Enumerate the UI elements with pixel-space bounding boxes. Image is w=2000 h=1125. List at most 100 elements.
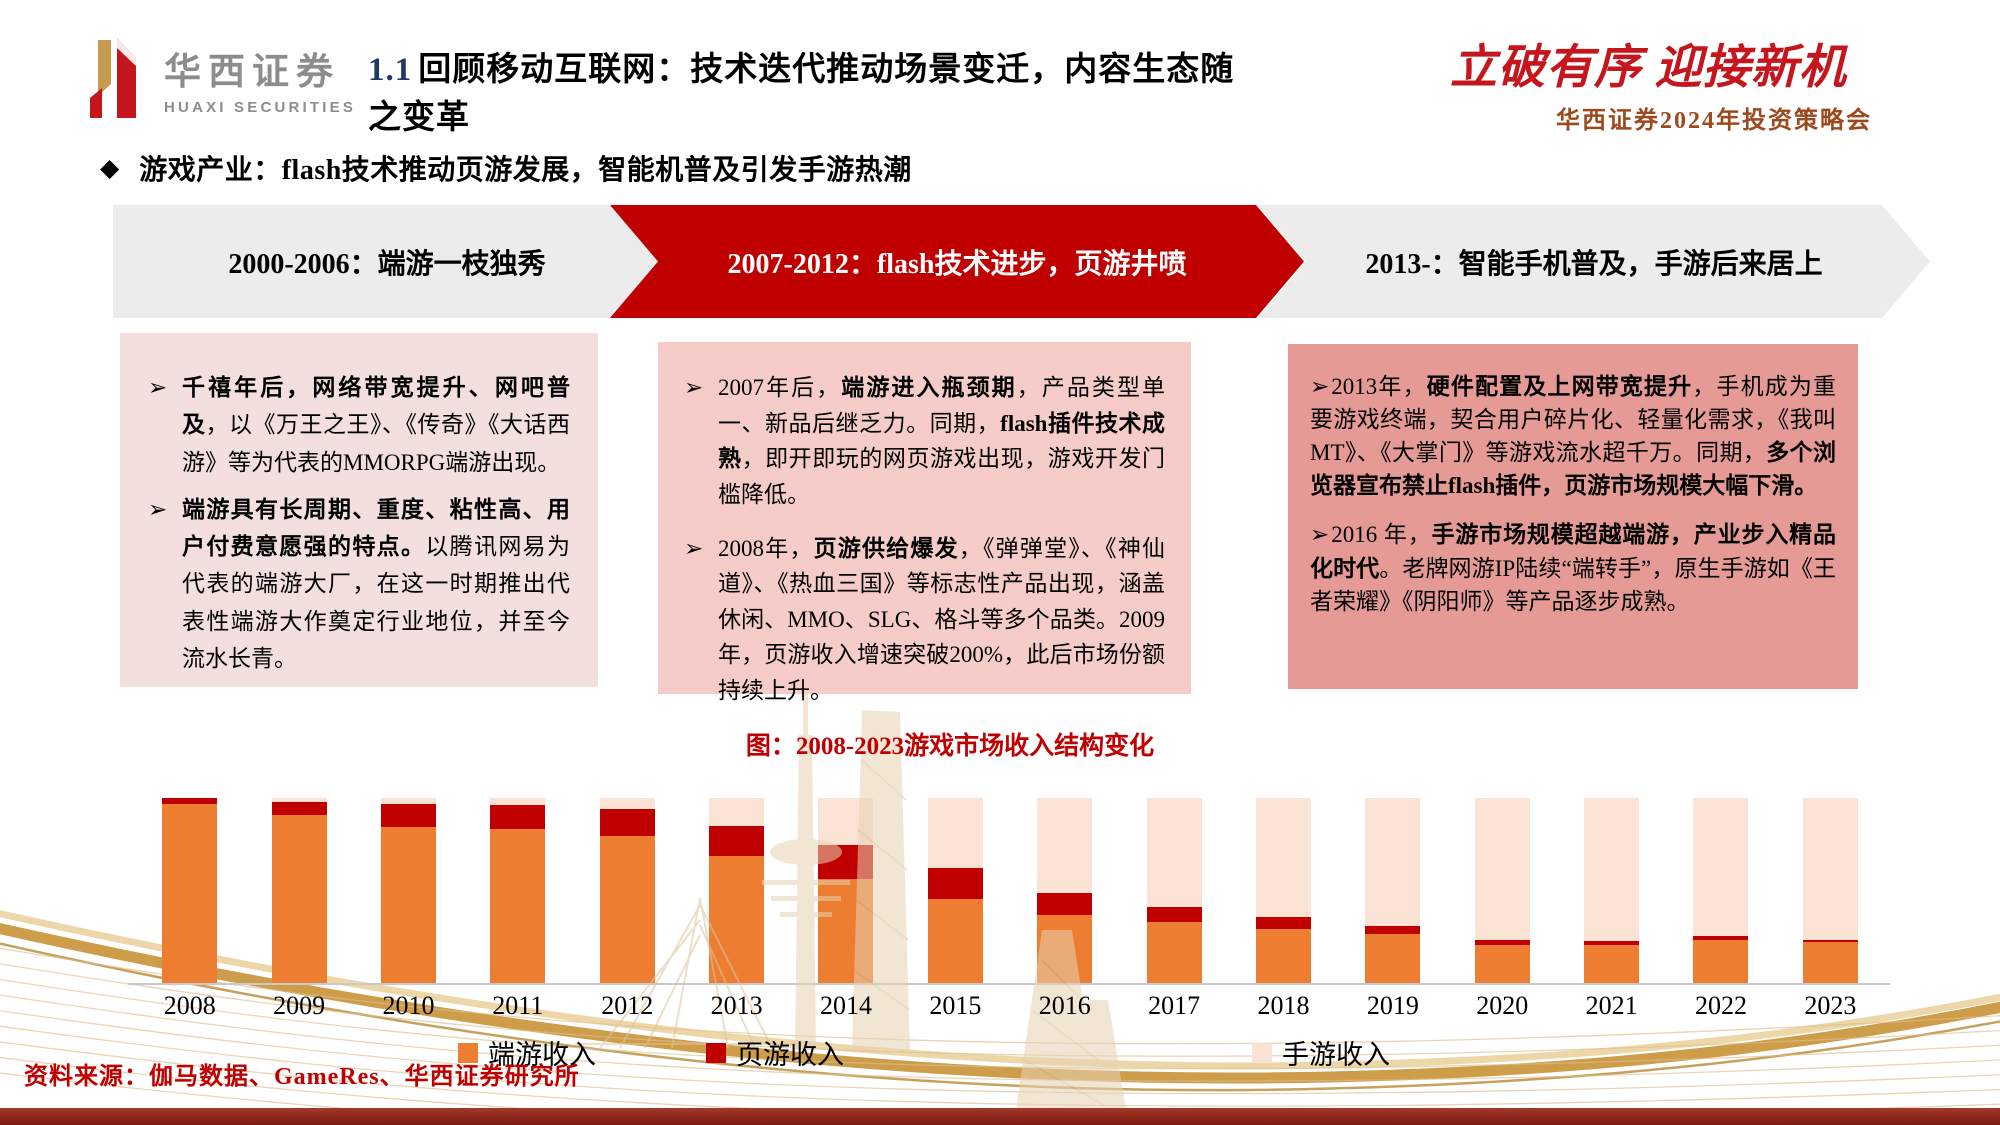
legend-swatch [1252, 1042, 1272, 1063]
bar-segment-client-games [1037, 915, 1093, 983]
era-box-2000-2006: ➢ 千禧年后，网络带宽提升、网吧普及，以《万王之王》、《传奇》《大话西游》等为代表… [120, 333, 598, 687]
x-axis-label: 2012 [601, 991, 654, 1020]
bar-slot [1776, 798, 1885, 983]
logo-name-en: HUAXI SECURITIES [164, 98, 357, 116]
legend-item: 手游收入 [1252, 1033, 1390, 1072]
legend-item: 页游收入 [706, 1033, 844, 1072]
conference-name: 华西证券2024年投资策略会 [1556, 108, 1872, 134]
bar-segment-mobile-games [818, 798, 874, 846]
page-title: 1.1 回顾移动互联网：技术迭代推动场景变迁，内容生态随之变革 [368, 42, 1268, 138]
box-paragraph: ➢2013年，硬件配置及上网带宽提升，手机成为重要游戏终端，契合用户碎片化、轻量… [1310, 374, 1837, 499]
x-axis-label: 2017 [1148, 991, 1201, 1020]
era-box-2013: ➢2013年，硬件配置及上网带宽提升，手机成为重要游戏终端，契合用户碎片化、轻量… [1288, 344, 1858, 689]
bar-slot [1338, 798, 1447, 983]
stacked-bar-2016 [1037, 798, 1093, 983]
stacked-bar-2019 [1365, 798, 1421, 983]
bar-slot [1229, 798, 1338, 983]
x-axis-label: 2014 [819, 991, 872, 1020]
page-title-text: 回顾移动互联网：技术迭代推动场景变迁，内容生态随之变革 [368, 52, 1235, 136]
logo-name-cn: 华西证券 [164, 50, 340, 92]
bar-segment-client-games [490, 828, 546, 983]
bar-slot [1557, 798, 1666, 983]
section-bullet: ◆ 游戏产业：flash技术推动页游发展，智能机普及引发手游热潮 [100, 148, 912, 188]
box-paragraph: ➢ 千禧年后，网络带宽提升、网吧普及，以《万王之王》、《传奇》《大话西游》等为代表… [148, 369, 570, 481]
bar-slot [901, 798, 1010, 983]
bar-segment-mobile-games [380, 798, 436, 804]
huaxi-logo: 华西证券 HUAXI SECURITIES [84, 36, 356, 120]
x-axis-label: 2022 [1694, 991, 1747, 1020]
arrow-bullet-icon: ➢ [148, 496, 168, 522]
bar-segment-client-games [1255, 929, 1311, 983]
bar-segment-mobile-games [1584, 798, 1640, 942]
bar-group [135, 798, 1885, 983]
stacked-bar-2017 [1146, 798, 1202, 983]
stacked-bar-2008 [162, 798, 218, 983]
bar-segment-mobile-games [1693, 798, 1749, 936]
conference-slogan: 立破有序 迎接新机 [1450, 42, 1847, 94]
bar-segment-client-games [709, 856, 765, 983]
bar-segment-web-games [1037, 893, 1093, 916]
x-axis-labels: 2008 2009 2010 2011 2012 2013 2014 2015 2016 2017… [135, 991, 1885, 1021]
stacked-bar-2009 [271, 798, 327, 983]
legend-swatch [706, 1042, 726, 1063]
bar-slot [1010, 798, 1119, 983]
bar-segment-client-games [271, 814, 327, 983]
x-axis-label: 2008 [163, 991, 216, 1020]
bar-segment-web-games [162, 798, 218, 805]
timeline-arrow-label: 2000-2006：端游一枝独秀 [228, 248, 546, 280]
box-paragraph: ➢ 2008年，页游供给爆发，《弹弹堂》、《神仙道》、《热血三国》等标志性产品出现… [684, 531, 1165, 709]
x-axis-label: 2011 [492, 991, 544, 1020]
timeline-arrow-2000-2006: 2000-2006：端游一枝独秀 [113, 205, 691, 318]
bar-segment-mobile-games [271, 798, 327, 802]
x-axis-label: 2013 [710, 991, 763, 1020]
legend-label: 页游收入 [736, 1040, 844, 1070]
x-axis-label: 2023 [1804, 991, 1857, 1020]
bar-segment-mobile-games [1802, 798, 1858, 940]
stacked-bar-2012 [599, 798, 655, 983]
stacked-bar-2010 [380, 798, 436, 983]
era-box-2007-2012: ➢ 2007年后，端游进入瓶颈期，产品类型单一、新品后继乏力。同期，flash插件… [658, 342, 1191, 703]
arrow-bullet-icon: ➢ [684, 535, 704, 561]
timeline-arrow-label: 2013-：智能手机普及，手游后来居上 [1365, 248, 1823, 280]
bar-slot [573, 798, 682, 983]
bar-slot [244, 798, 353, 983]
timeline-arrow-label: 2007-2012：flash技术进步，页游井喷 [727, 248, 1187, 280]
box-paragraph: ➢2016 年，手游市场规模超越端游，产业步入精品化时代。老牌网游IP陆续“端转… [1310, 522, 1837, 614]
bar-slot [1448, 798, 1557, 983]
x-axis-label: 2020 [1476, 991, 1529, 1020]
bar-slot [1666, 798, 1775, 983]
stacked-bar-2023 [1802, 798, 1858, 983]
bar-segment-mobile-games [1255, 798, 1311, 918]
bar-segment-mobile-games [1146, 798, 1202, 908]
bar-segment-mobile-games [709, 798, 765, 826]
footer-bar [0, 1108, 2000, 1125]
x-axis-label: 2009 [273, 991, 326, 1020]
bar-segment-web-games [818, 845, 874, 880]
bar-slot [682, 798, 791, 983]
bar-segment-web-games [1146, 907, 1202, 922]
section-bullet-text: 游戏产业：flash技术推动页游发展，智能机普及引发手游热潮 [139, 155, 912, 186]
bar-segment-web-games [1365, 925, 1421, 934]
chart-title: 图：2008-2023游戏市场收入结构变化 [745, 733, 1155, 760]
bar-segment-mobile-games [1474, 798, 1530, 941]
bar-segment-web-games [490, 805, 546, 829]
x-axis-label: 2016 [1038, 991, 1091, 1020]
legend-label: 手游收入 [1282, 1040, 1390, 1070]
bar-slot [463, 798, 572, 983]
bar-segment-client-games [599, 835, 655, 983]
x-axis-label: 2021 [1585, 991, 1638, 1020]
source-note: 资料来源：伽马数据、GameRes、华西证券研究所 [24, 1064, 580, 1090]
bar-segment-client-games [1365, 933, 1421, 983]
bar-segment-client-games [927, 898, 983, 983]
bar-segment-mobile-games [927, 798, 983, 869]
bar-segment-web-games [1255, 917, 1311, 930]
bar-slot [354, 798, 463, 983]
bar-segment-mobile-games [1037, 798, 1093, 894]
stacked-bar-2014 [818, 798, 874, 983]
stacked-bar-2020 [1474, 798, 1530, 983]
bar-segment-client-games [1584, 945, 1640, 983]
stacked-bar-2022 [1693, 798, 1749, 983]
bar-segment-web-games [599, 809, 655, 836]
arrow-bullet-icon: ➢ [1310, 522, 1330, 548]
